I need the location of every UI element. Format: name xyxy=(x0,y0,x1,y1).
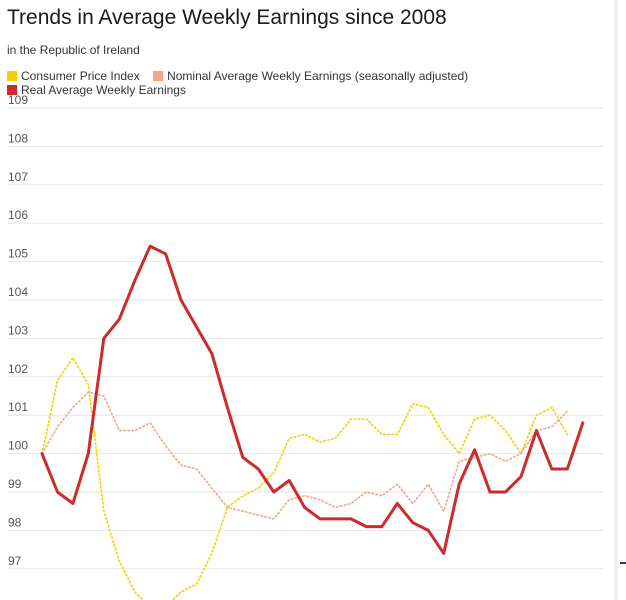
y-tick-label-107: 107 xyxy=(8,170,28,184)
legend-swatch-real xyxy=(7,85,17,95)
legend-item-real[interactable]: Real Average Weekly Earnings xyxy=(7,83,186,97)
y-tick-label-106: 106 xyxy=(8,208,28,222)
y-tick-label-102: 102 xyxy=(8,362,28,376)
y-tick-label-98: 98 xyxy=(8,515,22,529)
chart-subtitle: in the Republic of Ireland xyxy=(7,43,140,57)
series-line-1 xyxy=(41,391,569,520)
chart-legend: Consumer Price Index Nominal Average Wee… xyxy=(7,69,567,97)
legend-label-cpi: Consumer Price Index xyxy=(21,69,140,83)
y-tick-label-108: 108 xyxy=(8,131,28,145)
series-line-0 xyxy=(41,356,569,600)
y-tick-label-100: 100 xyxy=(8,439,28,453)
y-tick-label-104: 104 xyxy=(8,285,28,299)
legend-item-cpi[interactable]: Consumer Price Index xyxy=(7,69,140,83)
y-tick-label-109: 109 xyxy=(8,93,28,107)
chart-title: Trends in Average Weekly Earnings since … xyxy=(7,6,447,29)
page-right-border xyxy=(614,0,618,600)
y-tick-label-99: 99 xyxy=(8,477,22,491)
series-line-2 xyxy=(40,244,585,555)
edge-marker xyxy=(620,562,626,564)
legend-swatch-nominal xyxy=(153,71,164,81)
legend-item-nominal[interactable]: Nominal Average Weekly Earnings (seasona… xyxy=(153,69,468,83)
y-tick-label-101: 101 xyxy=(8,400,28,414)
y-tick-label-105: 105 xyxy=(8,247,28,261)
series-group xyxy=(40,244,585,600)
legend-label-nominal: Nominal Average Weekly Earnings (seasona… xyxy=(167,69,469,83)
legend-label-real: Real Average Weekly Earnings xyxy=(21,83,186,97)
legend-swatch-cpi xyxy=(7,71,17,81)
y-tick-label-103: 103 xyxy=(8,323,28,337)
y-tick-label-97: 97 xyxy=(8,554,22,568)
